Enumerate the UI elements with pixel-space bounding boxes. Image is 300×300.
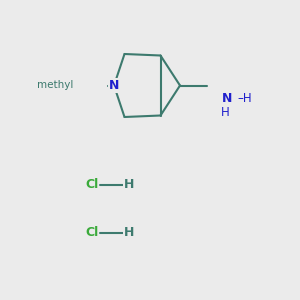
Text: methyl: methyl <box>37 80 74 91</box>
Text: N: N <box>222 92 232 105</box>
Text: N: N <box>109 79 119 92</box>
Text: H: H <box>220 106 230 119</box>
Text: H: H <box>124 226 134 239</box>
Text: –H: –H <box>238 92 253 105</box>
Text: Cl: Cl <box>85 178 98 191</box>
Text: H: H <box>124 178 134 191</box>
Text: Cl: Cl <box>85 226 98 239</box>
